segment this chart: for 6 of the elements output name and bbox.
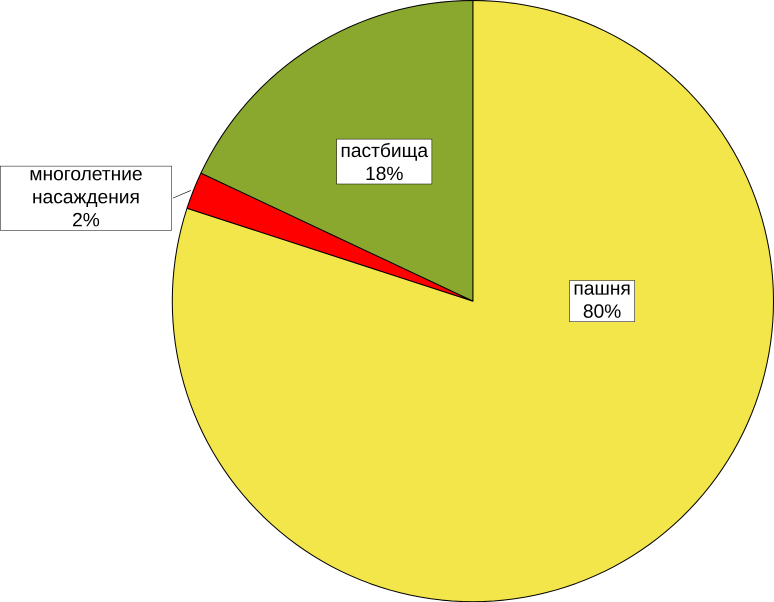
- data-label: 2%: [73, 212, 100, 226]
- slice-label: пастбища: [342, 142, 428, 161]
- slice-label: пашня: [574, 284, 630, 295]
- data-label: 18%: [366, 166, 403, 180]
- legend-label: многолетние насаждения: [30, 170, 142, 207]
- data-label: 80%: [584, 304, 621, 318]
